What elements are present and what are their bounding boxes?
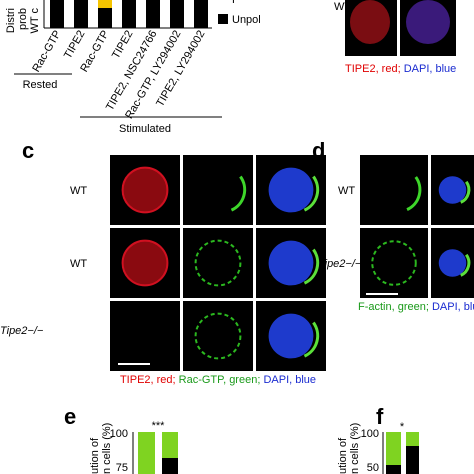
panel-label: e: [64, 404, 76, 429]
micrograph: [110, 301, 180, 371]
bar: [98, 0, 112, 8]
y-label: ution of: [89, 437, 101, 474]
row-label: Tipe2−/−: [318, 258, 362, 270]
panel-e: e ution of n cells (%) 100 75 ***: [64, 404, 178, 474]
significance: *: [400, 421, 405, 433]
cell: [194, 312, 242, 360]
legend-label: Unpol: [232, 14, 261, 26]
micrograph: [360, 155, 428, 225]
caption-part: F-actin, green;: [358, 301, 429, 313]
y-label: Distri: [5, 8, 17, 33]
caption-part: DAPI, blue: [432, 301, 474, 313]
caption-part: DAPI, blue: [404, 63, 457, 75]
bar: [386, 432, 401, 465]
caption: TIPE2, red; DAPI, blue: [345, 63, 456, 75]
caption: F-actin, green; DAPI, blue: [358, 301, 474, 313]
cell: [438, 176, 467, 204]
row-label: WT: [70, 185, 87, 197]
bar: [50, 0, 64, 28]
y-tick-label: 100: [110, 428, 128, 440]
bar: [170, 0, 184, 28]
panel-label: c: [22, 138, 34, 163]
micrograph: [183, 228, 253, 298]
legend-swatch: [218, 14, 228, 24]
group-label: Stimulated: [119, 123, 171, 135]
cell: [438, 249, 467, 277]
panel-c: c WT WT Tipe2−/− TIPE2, red; Rac-GTP, gr…: [0, 138, 326, 386]
y-label: n cells (%): [101, 423, 113, 474]
micrograph: [183, 301, 253, 371]
cell-edge: [303, 248, 320, 285]
micrograph: [360, 228, 428, 298]
caption-part: DAPI, blue: [263, 374, 316, 386]
cell: [268, 167, 314, 213]
category-label: Rac-GTP: [30, 29, 63, 75]
cell: [406, 0, 450, 44]
cell-edge: [460, 180, 471, 204]
top-right-panel: WT TIPE2, red; DAPI, blue: [334, 0, 456, 75]
legend-label: P: [232, 0, 239, 6]
bar: [386, 465, 401, 474]
cell-edge: [460, 253, 471, 277]
bar: [122, 0, 136, 28]
y-label: ution of: [337, 437, 349, 474]
panel-label: d: [312, 138, 325, 163]
cell: [121, 166, 169, 214]
cell: [371, 240, 417, 286]
row-label: WT: [70, 258, 87, 270]
cell-edge: [303, 175, 320, 212]
panel-f: f ution of n cells (%) 100 50 *: [337, 404, 419, 474]
cell: [268, 240, 314, 286]
cell: [268, 313, 314, 359]
significance: ***: [152, 420, 166, 432]
group-label: Rested: [23, 79, 58, 91]
y-label: WT c: [29, 8, 41, 34]
bar: [162, 432, 178, 458]
bar: [146, 0, 160, 28]
cell: [406, 176, 422, 211]
row-label: Tipe2−/−: [0, 325, 44, 337]
bar: [138, 432, 155, 474]
cell: [194, 239, 242, 287]
y-label: n cells (%): [349, 423, 361, 474]
bar: [194, 0, 208, 28]
caption-part: TIPE2, red;: [345, 63, 401, 75]
caption-part: TIPE2, red;: [120, 374, 176, 386]
cell: [230, 175, 247, 212]
cell: [350, 0, 390, 44]
caption: TIPE2, red; Rac-GTP, green; DAPI, blue: [120, 374, 316, 386]
bar: [74, 0, 88, 28]
panel-label: f: [376, 404, 384, 429]
bar: [162, 458, 178, 474]
caption-part: Rac-GTP, green;: [179, 374, 261, 386]
y-label: prob: [17, 8, 29, 30]
category-label: TIPE2: [62, 29, 88, 61]
top-left-chart: Distri prob WT c P Unpol Rac-GTP TIPE2 R…: [5, 0, 261, 135]
cell-edge: [303, 321, 320, 358]
y-tick-label: 75: [116, 462, 128, 474]
category-label: TIPE2: [110, 29, 136, 61]
bar: [406, 446, 419, 474]
bar: [98, 8, 112, 28]
panel-d: d WT Tipe2−/− F-actin, green; DAPI, blue: [312, 138, 474, 313]
y-tick-label: 50: [367, 462, 379, 474]
cell: [121, 239, 169, 287]
y-tick-label: 100: [361, 428, 379, 440]
row-label: WT: [338, 185, 355, 197]
micrograph: [183, 155, 253, 225]
bar: [406, 432, 419, 446]
